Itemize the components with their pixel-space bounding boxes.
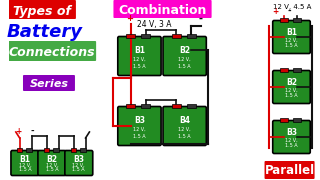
Text: 1.5 A: 1.5 A: [19, 167, 31, 172]
Text: 12 V,: 12 V,: [19, 163, 31, 168]
Bar: [293, 118, 301, 122]
Text: 1.5 A: 1.5 A: [178, 134, 191, 139]
Text: B3: B3: [134, 116, 145, 125]
Bar: [293, 18, 301, 22]
FancyBboxPatch shape: [11, 150, 39, 176]
Text: 12 V,: 12 V,: [133, 127, 146, 132]
FancyBboxPatch shape: [163, 37, 206, 75]
Text: B1: B1: [286, 28, 297, 37]
Bar: [71, 148, 76, 152]
Text: 12 V,: 12 V,: [285, 37, 298, 42]
Text: B1: B1: [134, 46, 145, 55]
FancyBboxPatch shape: [118, 107, 161, 145]
Bar: [126, 104, 135, 108]
Text: 1.5 A: 1.5 A: [285, 93, 298, 98]
Text: +: +: [272, 7, 278, 16]
FancyBboxPatch shape: [38, 150, 66, 176]
Text: 1.5 A: 1.5 A: [73, 167, 85, 172]
Bar: [187, 104, 196, 108]
Text: Types of: Types of: [13, 4, 71, 17]
FancyBboxPatch shape: [65, 150, 93, 176]
FancyBboxPatch shape: [163, 107, 206, 145]
Text: 24 V, 3 A: 24 V, 3 A: [137, 19, 171, 28]
Text: B3: B3: [73, 155, 84, 164]
Bar: [44, 148, 49, 152]
Text: 12 V,: 12 V,: [73, 163, 85, 168]
Bar: [80, 148, 85, 152]
FancyBboxPatch shape: [273, 71, 310, 104]
Text: 1.5 A: 1.5 A: [285, 43, 298, 48]
Text: B1: B1: [20, 155, 30, 164]
Bar: [126, 34, 135, 38]
Text: 12 V,: 12 V,: [178, 127, 191, 132]
FancyBboxPatch shape: [265, 161, 315, 179]
Text: B2: B2: [179, 46, 190, 55]
Bar: [172, 34, 180, 38]
Bar: [280, 18, 288, 22]
Bar: [141, 34, 150, 38]
Text: Parallel: Parallel: [265, 165, 315, 177]
Bar: [187, 34, 196, 38]
Text: 1.5 A: 1.5 A: [178, 64, 191, 69]
Text: B3: B3: [286, 128, 297, 137]
Bar: [53, 148, 59, 152]
Bar: [293, 68, 301, 72]
Bar: [280, 68, 288, 72]
Text: -: -: [288, 7, 291, 16]
Text: 12 V,: 12 V,: [285, 87, 298, 93]
FancyBboxPatch shape: [9, 0, 76, 19]
Text: +: +: [15, 127, 21, 136]
FancyBboxPatch shape: [23, 75, 75, 91]
Text: -: -: [31, 127, 34, 136]
Text: 12 V,: 12 V,: [45, 163, 58, 168]
Bar: [26, 148, 32, 152]
Bar: [172, 104, 180, 108]
Text: B2: B2: [286, 78, 297, 87]
FancyBboxPatch shape: [273, 21, 310, 53]
Bar: [17, 148, 22, 152]
Text: +: +: [126, 14, 133, 23]
Bar: [280, 118, 288, 122]
Text: 12 V,: 12 V,: [133, 57, 146, 62]
Text: 1.5 A: 1.5 A: [45, 167, 58, 172]
Text: 1.5 A: 1.5 A: [133, 134, 146, 139]
Text: B2: B2: [46, 155, 57, 164]
FancyBboxPatch shape: [118, 37, 161, 75]
Text: 1.5 A: 1.5 A: [285, 143, 298, 148]
Text: Combination: Combination: [118, 3, 207, 17]
Text: -: -: [199, 14, 203, 24]
Text: B4: B4: [179, 116, 190, 125]
Text: Connections: Connections: [9, 46, 95, 58]
Text: 12 V,: 12 V,: [285, 138, 298, 143]
FancyBboxPatch shape: [114, 0, 212, 18]
Text: 1.5 A: 1.5 A: [133, 64, 146, 69]
Text: Battery: Battery: [7, 23, 83, 41]
FancyBboxPatch shape: [273, 120, 310, 154]
FancyBboxPatch shape: [8, 41, 96, 61]
Text: 12 V,: 12 V,: [178, 57, 191, 62]
Text: Series: Series: [29, 79, 68, 89]
Bar: [141, 104, 150, 108]
Text: 12 V, 4.5 A: 12 V, 4.5 A: [273, 4, 312, 10]
